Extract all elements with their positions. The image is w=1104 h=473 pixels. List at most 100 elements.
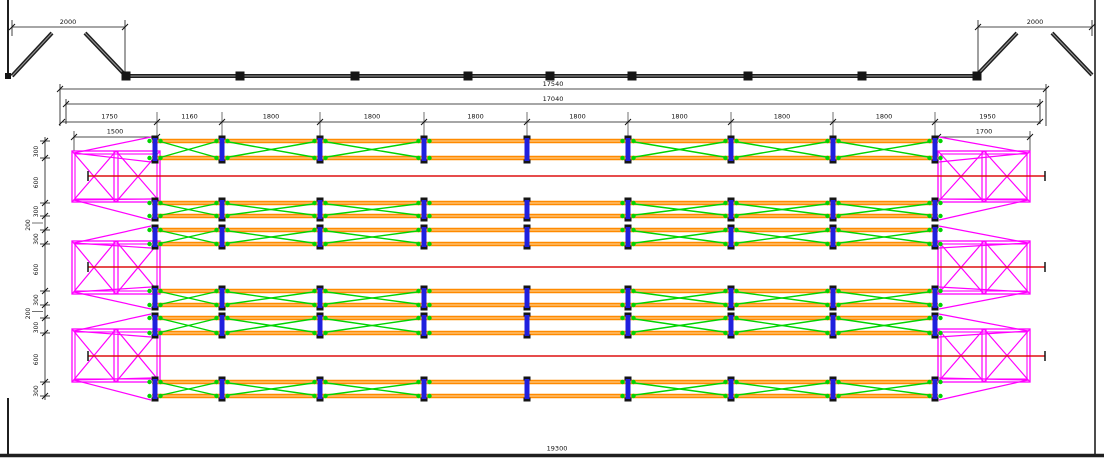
brace-x-row5-bay6 bbox=[737, 382, 827, 396]
brace-node-dot bbox=[631, 138, 636, 144]
brace-node-dot bbox=[723, 393, 728, 399]
post-row5-4 bbox=[524, 379, 530, 399]
brace-x-row0-bay7 bbox=[839, 141, 929, 158]
post-cap-bottom bbox=[151, 159, 159, 164]
post-row2-4 bbox=[524, 227, 530, 247]
brace-node-dot bbox=[836, 302, 841, 308]
brace-node-dot bbox=[620, 155, 625, 161]
brace-node-dot bbox=[631, 213, 636, 219]
frame-taper bbox=[73, 377, 152, 381]
post-row3-0 bbox=[152, 288, 158, 308]
frame-taper bbox=[938, 198, 1029, 201]
post-cap-top bbox=[727, 224, 735, 229]
vchain-slash-6 bbox=[41, 287, 49, 295]
brace-node-dot bbox=[158, 138, 163, 144]
brace-node-dot bbox=[734, 393, 739, 399]
post-cap-bottom bbox=[420, 334, 428, 339]
wing-right-diagonal-b-core bbox=[1051, 32, 1093, 76]
post-cap-bottom bbox=[316, 245, 324, 250]
post-cap-top bbox=[829, 197, 837, 202]
brace-node-dot bbox=[631, 200, 636, 206]
brace-node-dot bbox=[416, 155, 421, 161]
dim-label-bay-3: 1800 bbox=[364, 113, 381, 121]
brace-node-dot bbox=[734, 227, 739, 233]
dim-label-bay-0: 1750 bbox=[101, 113, 118, 121]
brace-node-dot bbox=[416, 393, 421, 399]
post-cap-bottom bbox=[420, 245, 428, 250]
frame-taper bbox=[938, 377, 1029, 381]
dim-label-bay-4: 1800 bbox=[467, 113, 484, 121]
brace-x-row2-bay7 bbox=[839, 230, 929, 244]
post-cap-top bbox=[931, 376, 939, 381]
brace-node-dot bbox=[927, 241, 932, 247]
brace-node-dot bbox=[158, 241, 163, 247]
brace-node-dot bbox=[323, 330, 328, 336]
post-row0-8 bbox=[932, 138, 938, 161]
vchain-slash-4 bbox=[41, 226, 49, 234]
brace-node-dot bbox=[323, 393, 328, 399]
frame-taper bbox=[73, 313, 152, 332]
post-row2-6 bbox=[728, 227, 734, 247]
brace-node-dot bbox=[723, 330, 728, 336]
brace-node-dot bbox=[225, 315, 230, 321]
post-cap-top bbox=[316, 312, 324, 317]
brace-node-dot bbox=[225, 302, 230, 308]
post-cap-bottom bbox=[727, 334, 735, 339]
brace-node-dot bbox=[938, 302, 943, 308]
frame-taper bbox=[938, 152, 1029, 163]
brace-node-dot bbox=[416, 213, 421, 219]
brace-x-row5-bay2 bbox=[326, 382, 418, 396]
brace-node-dot bbox=[312, 200, 317, 206]
post-cap-bottom bbox=[624, 397, 632, 402]
brace-node-dot bbox=[723, 315, 728, 321]
brace-node-dot bbox=[734, 330, 739, 336]
brace-node-dot bbox=[927, 213, 932, 219]
brace-node-dot bbox=[225, 200, 230, 206]
brace-node-dot bbox=[147, 379, 152, 385]
dim-label-vchain-1: 600 bbox=[33, 177, 40, 189]
brace-x-row4-bay2 bbox=[326, 318, 418, 333]
brace-node-dot bbox=[938, 330, 943, 336]
brace-node-dot bbox=[836, 379, 841, 385]
post-cap-top bbox=[931, 135, 939, 140]
post-cap-bottom bbox=[829, 397, 837, 402]
brace-node-dot bbox=[214, 138, 219, 144]
brace-node-dot bbox=[927, 330, 932, 336]
vchain-slash-8 bbox=[41, 314, 49, 322]
post-cap-top bbox=[829, 312, 837, 317]
post-cap-bottom bbox=[727, 245, 735, 250]
brace-node-dot bbox=[416, 138, 421, 144]
brace-node-dot bbox=[225, 393, 230, 399]
brace-node-dot bbox=[312, 330, 317, 336]
brace-x-row1-bay1 bbox=[228, 203, 314, 216]
brace-node-dot bbox=[147, 213, 152, 219]
post-cap-bottom bbox=[420, 159, 428, 164]
brace-x-row4-bay0 bbox=[161, 318, 216, 333]
post-cap-top bbox=[420, 285, 428, 290]
post-cap-top bbox=[218, 312, 226, 317]
post-cap-bottom bbox=[624, 217, 632, 222]
brace-node-dot bbox=[938, 393, 943, 399]
dim-label-overall-second: 17040 bbox=[543, 95, 564, 103]
frame-taper bbox=[73, 199, 152, 221]
dim-label-bay-2: 1800 bbox=[263, 113, 280, 121]
brace-node-dot bbox=[427, 241, 432, 247]
brace-node-dot bbox=[734, 213, 739, 219]
brace-node-dot bbox=[158, 227, 163, 233]
post-cap-top bbox=[931, 224, 939, 229]
post-cap-top bbox=[218, 376, 226, 381]
post-cap-top bbox=[727, 285, 735, 290]
brace-node-dot bbox=[825, 213, 830, 219]
brace-node-dot bbox=[323, 302, 328, 308]
dim-tick bbox=[8, 23, 16, 31]
brace-node-dot bbox=[147, 155, 152, 161]
brace-node-dot bbox=[620, 288, 625, 294]
post-cap-bottom bbox=[316, 217, 324, 222]
post-row0-1 bbox=[219, 138, 225, 161]
dim-label-vchain-4: 300 bbox=[33, 233, 40, 245]
brace-node-dot bbox=[631, 155, 636, 161]
dim-label-bay-1: 1160 bbox=[181, 113, 198, 121]
frame-taper bbox=[938, 225, 1029, 244]
brace-node-dot bbox=[225, 155, 230, 161]
